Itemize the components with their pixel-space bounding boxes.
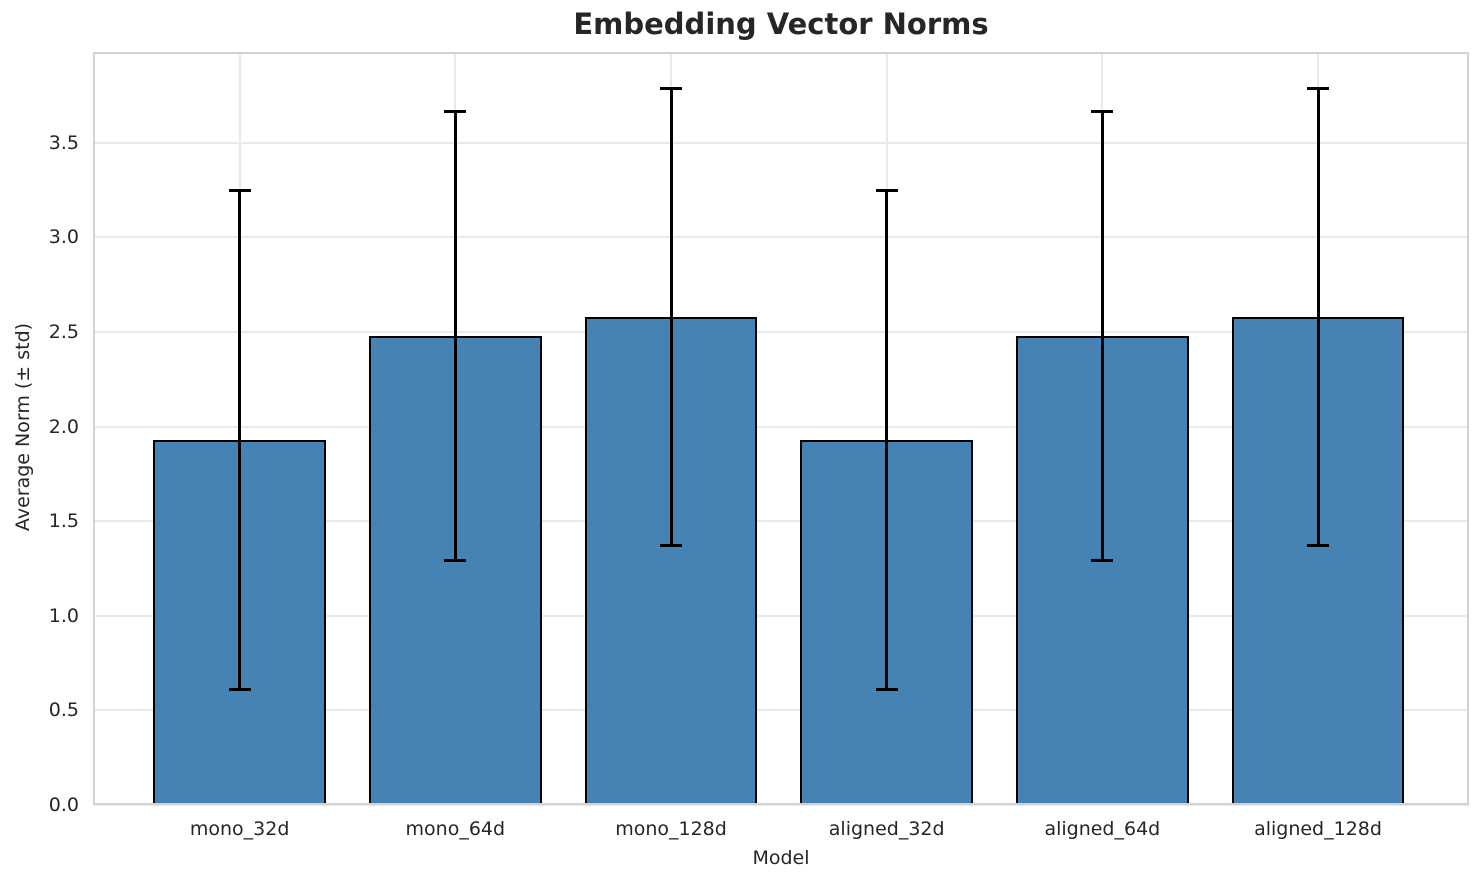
error-bar-cap-bottom: [875, 688, 898, 692]
gridline-horizontal: [93, 331, 1469, 333]
gridline-horizontal: [93, 614, 1469, 617]
x-axis-label: Model: [752, 847, 810, 869]
error-bar-line: [1316, 87, 1320, 546]
error-bar-cap-bottom: [228, 688, 251, 692]
error-bar-line: [1100, 110, 1104, 561]
gridline-horizontal: [93, 709, 1469, 712]
gridline-horizontal: [93, 141, 1469, 144]
plot-area: [93, 52, 1469, 806]
spine-bottom: [93, 803, 1469, 805]
bar: [1016, 335, 1189, 805]
error-bar-line: [238, 190, 242, 690]
x-tick-label: mono_64d: [405, 818, 506, 840]
error-bar-cap-top: [660, 86, 682, 90]
error-bar-cap-top: [444, 109, 467, 113]
error-bar-cap-bottom: [660, 544, 682, 548]
error-bar-cap-top: [1307, 86, 1330, 90]
error-bar-cap-bottom: [1091, 559, 1114, 563]
error-bar-cap-top: [875, 189, 898, 193]
y-tick-label: 2.5: [48, 321, 79, 343]
x-tick-label: mono_128d: [615, 818, 727, 840]
error-bar-cap-top: [1091, 109, 1114, 113]
spine-right: [1467, 52, 1469, 805]
error-bar-cap-bottom: [444, 559, 467, 563]
y-tick-label: 3.0: [48, 226, 79, 249]
error-bar-line: [885, 190, 889, 690]
error-bar-cap-bottom: [1307, 544, 1330, 548]
y-tick-label: 1.5: [48, 510, 79, 533]
gridline-horizontal: [93, 425, 1469, 428]
y-tick-label: 3.5: [48, 131, 79, 154]
x-tick-label: aligned_64d: [1044, 818, 1161, 840]
gridline-horizontal: [93, 520, 1469, 523]
gridline-horizontal: [93, 804, 1469, 806]
error-bar-line: [453, 110, 457, 561]
y-tick-label: 0.5: [48, 699, 79, 722]
x-tick-label: mono_32d: [189, 818, 290, 840]
spine-left: [93, 52, 95, 805]
x-tick-label: aligned_128d: [1254, 818, 1382, 840]
chart-title: Embedding Vector Norms: [573, 7, 989, 41]
error-bar-cap-top: [228, 189, 251, 193]
gridline-horizontal: [93, 236, 1469, 239]
y-tick-label: 1.0: [48, 604, 79, 627]
x-tick-label: aligned_32d: [828, 818, 945, 840]
y-tick-label: 0.0: [48, 794, 79, 816]
y-tick-label: 2.0: [48, 415, 79, 438]
spine-top: [93, 52, 1469, 54]
error-bar-line: [669, 87, 673, 546]
